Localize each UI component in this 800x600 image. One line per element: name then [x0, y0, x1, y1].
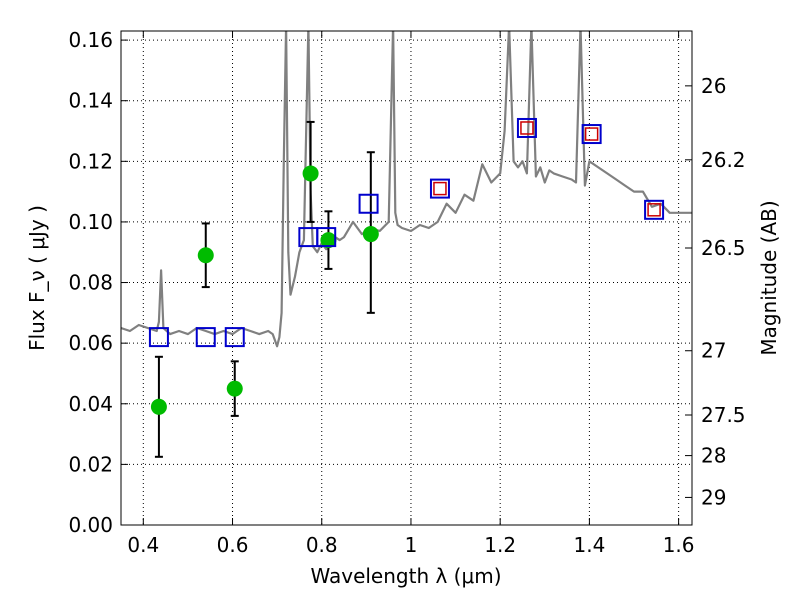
- y-axis-title: Flux F_ν ( μJy ): [25, 205, 49, 351]
- x-tick-label: 0.4: [127, 533, 159, 557]
- model-square-ir: [520, 121, 534, 135]
- observed-point: [362, 226, 379, 243]
- model-square: [516, 117, 537, 138]
- y-tick-label: 0.00: [68, 513, 113, 537]
- right-axis-title: Magnitude (AB): [757, 200, 781, 355]
- model-square: [316, 227, 337, 248]
- y-tick-label: 0.08: [68, 271, 113, 295]
- right-tick-label: 27.5: [701, 403, 746, 427]
- model-square: [358, 193, 379, 214]
- model-square: [581, 124, 602, 145]
- y-tick-label: 0.10: [68, 210, 113, 234]
- observed-point: [150, 398, 167, 415]
- y-tick-label: 0.04: [68, 392, 113, 416]
- y-tick-label: 0.12: [68, 149, 113, 173]
- x-axis-title: Wavelength λ (μm): [310, 564, 501, 588]
- model-square: [429, 178, 450, 199]
- spectrum-layer: [121, 31, 692, 348]
- x-tick-label: 1: [405, 533, 418, 557]
- y-tick-label: 0.02: [68, 452, 113, 476]
- y-tick-label: 0.14: [68, 89, 113, 113]
- points-layer: [148, 117, 665, 458]
- x-tick-label: 0.6: [217, 533, 249, 557]
- observed-point: [302, 165, 319, 182]
- model-square: [644, 199, 665, 220]
- ticks-layer: 0.4 0.6 0.8 1 1.2 1.4 1.6 0.00 0.02 0.04 0.06 0.08 0…: [68, 28, 745, 557]
- y-tick-label: 0.16: [68, 28, 113, 52]
- right-tick-label: 26.5: [701, 236, 746, 260]
- x-tick-label: 0.8: [306, 533, 338, 557]
- model-square-ir: [647, 203, 661, 217]
- plot-frame: [120, 30, 693, 526]
- y-tick-label: 0.06: [68, 331, 113, 355]
- model-square: [224, 327, 245, 348]
- observed-point: [226, 380, 243, 397]
- x-tick-label: 1.6: [663, 533, 695, 557]
- spectrum-line: [121, 31, 692, 348]
- right-tick-label: 28: [701, 444, 726, 468]
- right-tick-label: 29: [701, 485, 726, 509]
- observed-point: [197, 247, 214, 264]
- x-tick-label: 1.4: [573, 533, 605, 557]
- model-square-ir: [584, 127, 599, 141]
- right-tick-label: 27: [701, 339, 726, 363]
- model-square: [195, 327, 216, 348]
- model-square-ir: [433, 181, 447, 196]
- model-square: [148, 327, 169, 348]
- right-tick-label: 26: [701, 74, 726, 98]
- x-tick-label: 1.2: [484, 533, 516, 557]
- observed-point: [320, 232, 337, 249]
- right-tick-label: 26.2: [701, 148, 746, 172]
